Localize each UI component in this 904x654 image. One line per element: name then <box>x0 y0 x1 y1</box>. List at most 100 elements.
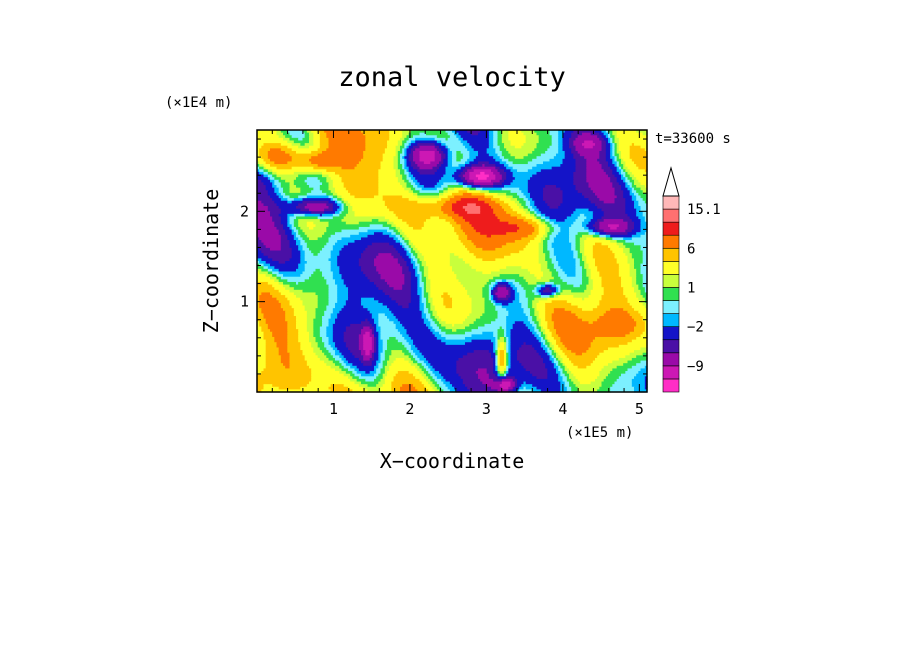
field-cell <box>625 161 635 165</box>
field-cell <box>280 221 288 225</box>
x-axis: 1 2 3 4 5 (×1E5 m) X−coordinate <box>329 400 644 473</box>
field-cell <box>512 300 520 304</box>
field-cell <box>391 381 423 385</box>
field-cell <box>499 203 509 207</box>
field-cell <box>280 216 288 220</box>
field-cell <box>564 368 570 372</box>
field-cell <box>313 132 321 136</box>
field-cell <box>538 321 542 325</box>
field-cell <box>612 360 629 364</box>
field-cell <box>499 179 505 183</box>
field-cell <box>536 281 546 286</box>
field-cell <box>493 182 503 186</box>
field-cell <box>387 205 442 210</box>
field-cell <box>564 373 570 377</box>
field-cell <box>545 281 555 286</box>
field-cell <box>380 161 395 165</box>
field-cell <box>549 255 557 259</box>
field-cell <box>532 373 548 377</box>
field-cell <box>265 339 275 343</box>
field-cell <box>582 143 596 147</box>
field-cell <box>289 284 330 288</box>
field-cell <box>629 247 642 252</box>
field-cell <box>395 240 401 244</box>
field-cell <box>523 321 531 325</box>
field-cell <box>380 166 395 170</box>
field-cell <box>601 145 607 149</box>
field-cell <box>562 368 566 372</box>
field-cell <box>484 310 499 314</box>
field-cell <box>267 190 275 194</box>
field-cell <box>376 376 384 380</box>
field-cell <box>543 190 564 194</box>
field-cell <box>298 329 308 333</box>
field-cell <box>280 305 293 309</box>
field-cell <box>640 221 648 225</box>
field-cell <box>562 137 570 142</box>
field-cell <box>508 360 512 364</box>
field-cell <box>371 323 377 328</box>
field-cell <box>467 234 488 239</box>
field-cell <box>445 137 449 142</box>
field-cell <box>348 292 386 296</box>
field-cell <box>337 313 373 317</box>
field-cell <box>289 363 308 367</box>
field-cell <box>545 308 555 312</box>
field-cell <box>586 158 598 163</box>
field-cell <box>371 342 375 346</box>
field-cell <box>584 250 594 254</box>
field-cell <box>556 331 631 335</box>
field-cell <box>469 263 542 267</box>
field-cell <box>387 371 399 375</box>
field-cell <box>625 371 639 375</box>
field-cell <box>540 211 574 215</box>
field-cell <box>363 271 379 275</box>
x-tick-label: 1 <box>329 400 338 418</box>
field-cell <box>259 305 282 309</box>
field-cell <box>267 156 293 160</box>
field-cell <box>514 177 531 181</box>
field-cell <box>497 371 501 375</box>
field-cell <box>257 158 265 163</box>
field-cell <box>612 150 616 155</box>
field-cell <box>504 373 507 377</box>
field-cell <box>519 250 540 254</box>
field-cell <box>319 268 332 273</box>
field-cell <box>328 339 334 343</box>
field-cell <box>417 389 429 393</box>
field-cell <box>543 187 561 191</box>
field-cell <box>393 211 444 215</box>
field-cell <box>402 164 405 168</box>
field-cell <box>298 263 306 267</box>
field-cell <box>330 255 338 259</box>
field-cell <box>471 329 499 333</box>
field-cell <box>501 386 509 390</box>
colorbar-swatches <box>662 166 680 393</box>
field-cell <box>449 148 468 152</box>
field-cell <box>588 276 592 280</box>
field-cell <box>326 329 334 333</box>
field-cell <box>430 384 436 388</box>
field-cell <box>300 297 319 301</box>
field-cell <box>419 190 440 194</box>
field-cell <box>257 187 267 191</box>
field-cell <box>558 137 564 142</box>
field-cell <box>456 368 479 372</box>
field-cell <box>274 177 282 181</box>
field-cell <box>395 174 403 178</box>
field-cell <box>538 242 544 246</box>
field-cell <box>644 219 648 223</box>
field-cell <box>287 200 293 204</box>
field-cell <box>473 253 512 257</box>
field-cell <box>378 177 399 181</box>
field-cell <box>644 169 648 173</box>
field-cell <box>627 224 635 228</box>
field-cell <box>410 258 414 262</box>
field-cell <box>484 305 496 309</box>
field-cell <box>289 182 295 186</box>
field-cell <box>324 310 334 314</box>
field-cell <box>501 177 507 181</box>
field-cell <box>289 190 301 194</box>
field-cell <box>363 355 373 359</box>
field-cell <box>408 224 425 228</box>
